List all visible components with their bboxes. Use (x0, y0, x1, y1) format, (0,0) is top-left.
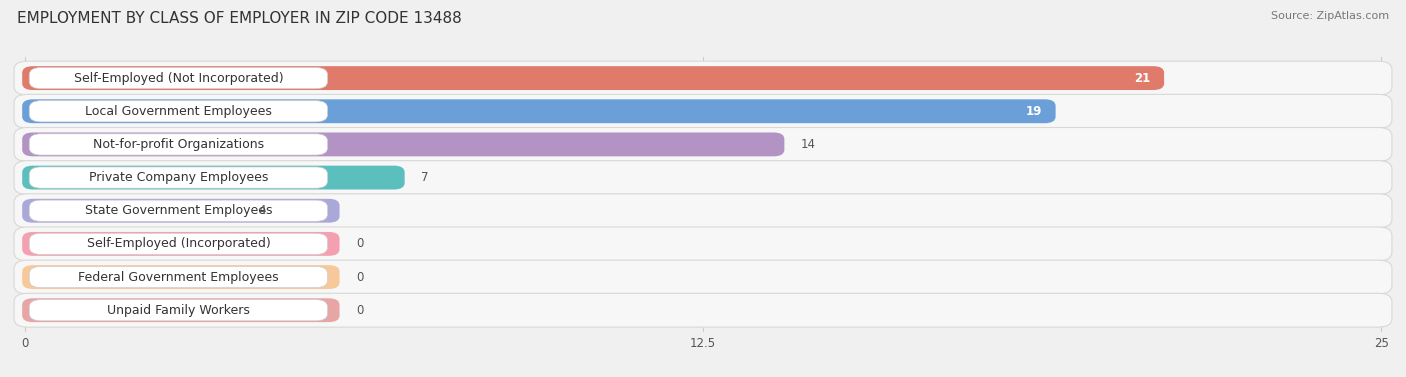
FancyBboxPatch shape (30, 101, 328, 122)
FancyBboxPatch shape (22, 66, 1164, 90)
FancyBboxPatch shape (14, 194, 1392, 228)
Text: 7: 7 (420, 171, 429, 184)
FancyBboxPatch shape (22, 232, 339, 256)
Text: State Government Employees: State Government Employees (84, 204, 273, 217)
FancyBboxPatch shape (14, 293, 1392, 327)
Text: 14: 14 (800, 138, 815, 151)
FancyBboxPatch shape (22, 99, 1056, 123)
Text: Self-Employed (Incorporated): Self-Employed (Incorporated) (87, 238, 270, 250)
FancyBboxPatch shape (30, 233, 328, 254)
Text: 21: 21 (1135, 72, 1150, 84)
Text: Not-for-profit Organizations: Not-for-profit Organizations (93, 138, 264, 151)
FancyBboxPatch shape (14, 94, 1392, 128)
Text: 0: 0 (356, 271, 363, 284)
FancyBboxPatch shape (22, 265, 339, 289)
FancyBboxPatch shape (22, 298, 339, 322)
Text: 4: 4 (259, 204, 266, 217)
Text: Federal Government Employees: Federal Government Employees (79, 271, 278, 284)
Text: 19: 19 (1025, 105, 1042, 118)
FancyBboxPatch shape (14, 260, 1392, 294)
Text: Local Government Employees: Local Government Employees (84, 105, 271, 118)
FancyBboxPatch shape (22, 199, 339, 223)
FancyBboxPatch shape (22, 166, 405, 190)
FancyBboxPatch shape (22, 132, 785, 156)
FancyBboxPatch shape (30, 300, 328, 321)
FancyBboxPatch shape (30, 167, 328, 188)
Text: EMPLOYMENT BY CLASS OF EMPLOYER IN ZIP CODE 13488: EMPLOYMENT BY CLASS OF EMPLOYER IN ZIP C… (17, 11, 461, 26)
FancyBboxPatch shape (30, 134, 328, 155)
FancyBboxPatch shape (14, 127, 1392, 161)
FancyBboxPatch shape (30, 67, 328, 89)
Text: Source: ZipAtlas.com: Source: ZipAtlas.com (1271, 11, 1389, 21)
FancyBboxPatch shape (14, 227, 1392, 261)
Text: Self-Employed (Not Incorporated): Self-Employed (Not Incorporated) (73, 72, 283, 84)
FancyBboxPatch shape (14, 61, 1392, 95)
FancyBboxPatch shape (30, 267, 328, 288)
FancyBboxPatch shape (30, 200, 328, 221)
Text: 0: 0 (356, 304, 363, 317)
Text: Unpaid Family Workers: Unpaid Family Workers (107, 304, 250, 317)
Text: Private Company Employees: Private Company Employees (89, 171, 269, 184)
FancyBboxPatch shape (14, 161, 1392, 195)
Text: 0: 0 (356, 238, 363, 250)
